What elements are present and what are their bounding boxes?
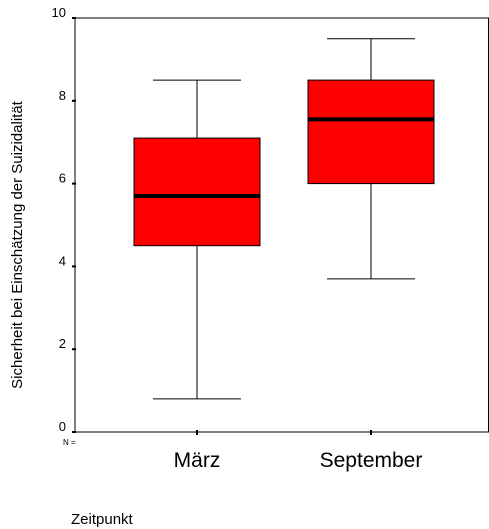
boxes [133, 38, 435, 400]
y-tick-label: 8 [59, 88, 66, 103]
y-tick-label: 6 [59, 171, 66, 186]
iqr-box [307, 79, 435, 185]
y-tick-label: 4 [59, 253, 66, 268]
y-tick-label: 0 [59, 419, 66, 434]
x-ticks: März September [174, 430, 423, 472]
box-2 [307, 38, 435, 280]
n-label: N = [63, 438, 76, 447]
y-tick-label: 2 [59, 336, 66, 351]
y-ticks: 0 2 4 6 8 10 [52, 5, 76, 434]
x-tick-label: September [320, 449, 423, 472]
y-tick-label: 10 [52, 5, 66, 20]
iqr-box [133, 137, 261, 247]
y-axis-title: Sicherheit bei Einschätzung der Suizidal… [9, 100, 26, 388]
box-1 [133, 79, 261, 400]
x-tick-label: März [174, 449, 221, 472]
x-axis-title: Zeitpunkt [71, 511, 134, 528]
